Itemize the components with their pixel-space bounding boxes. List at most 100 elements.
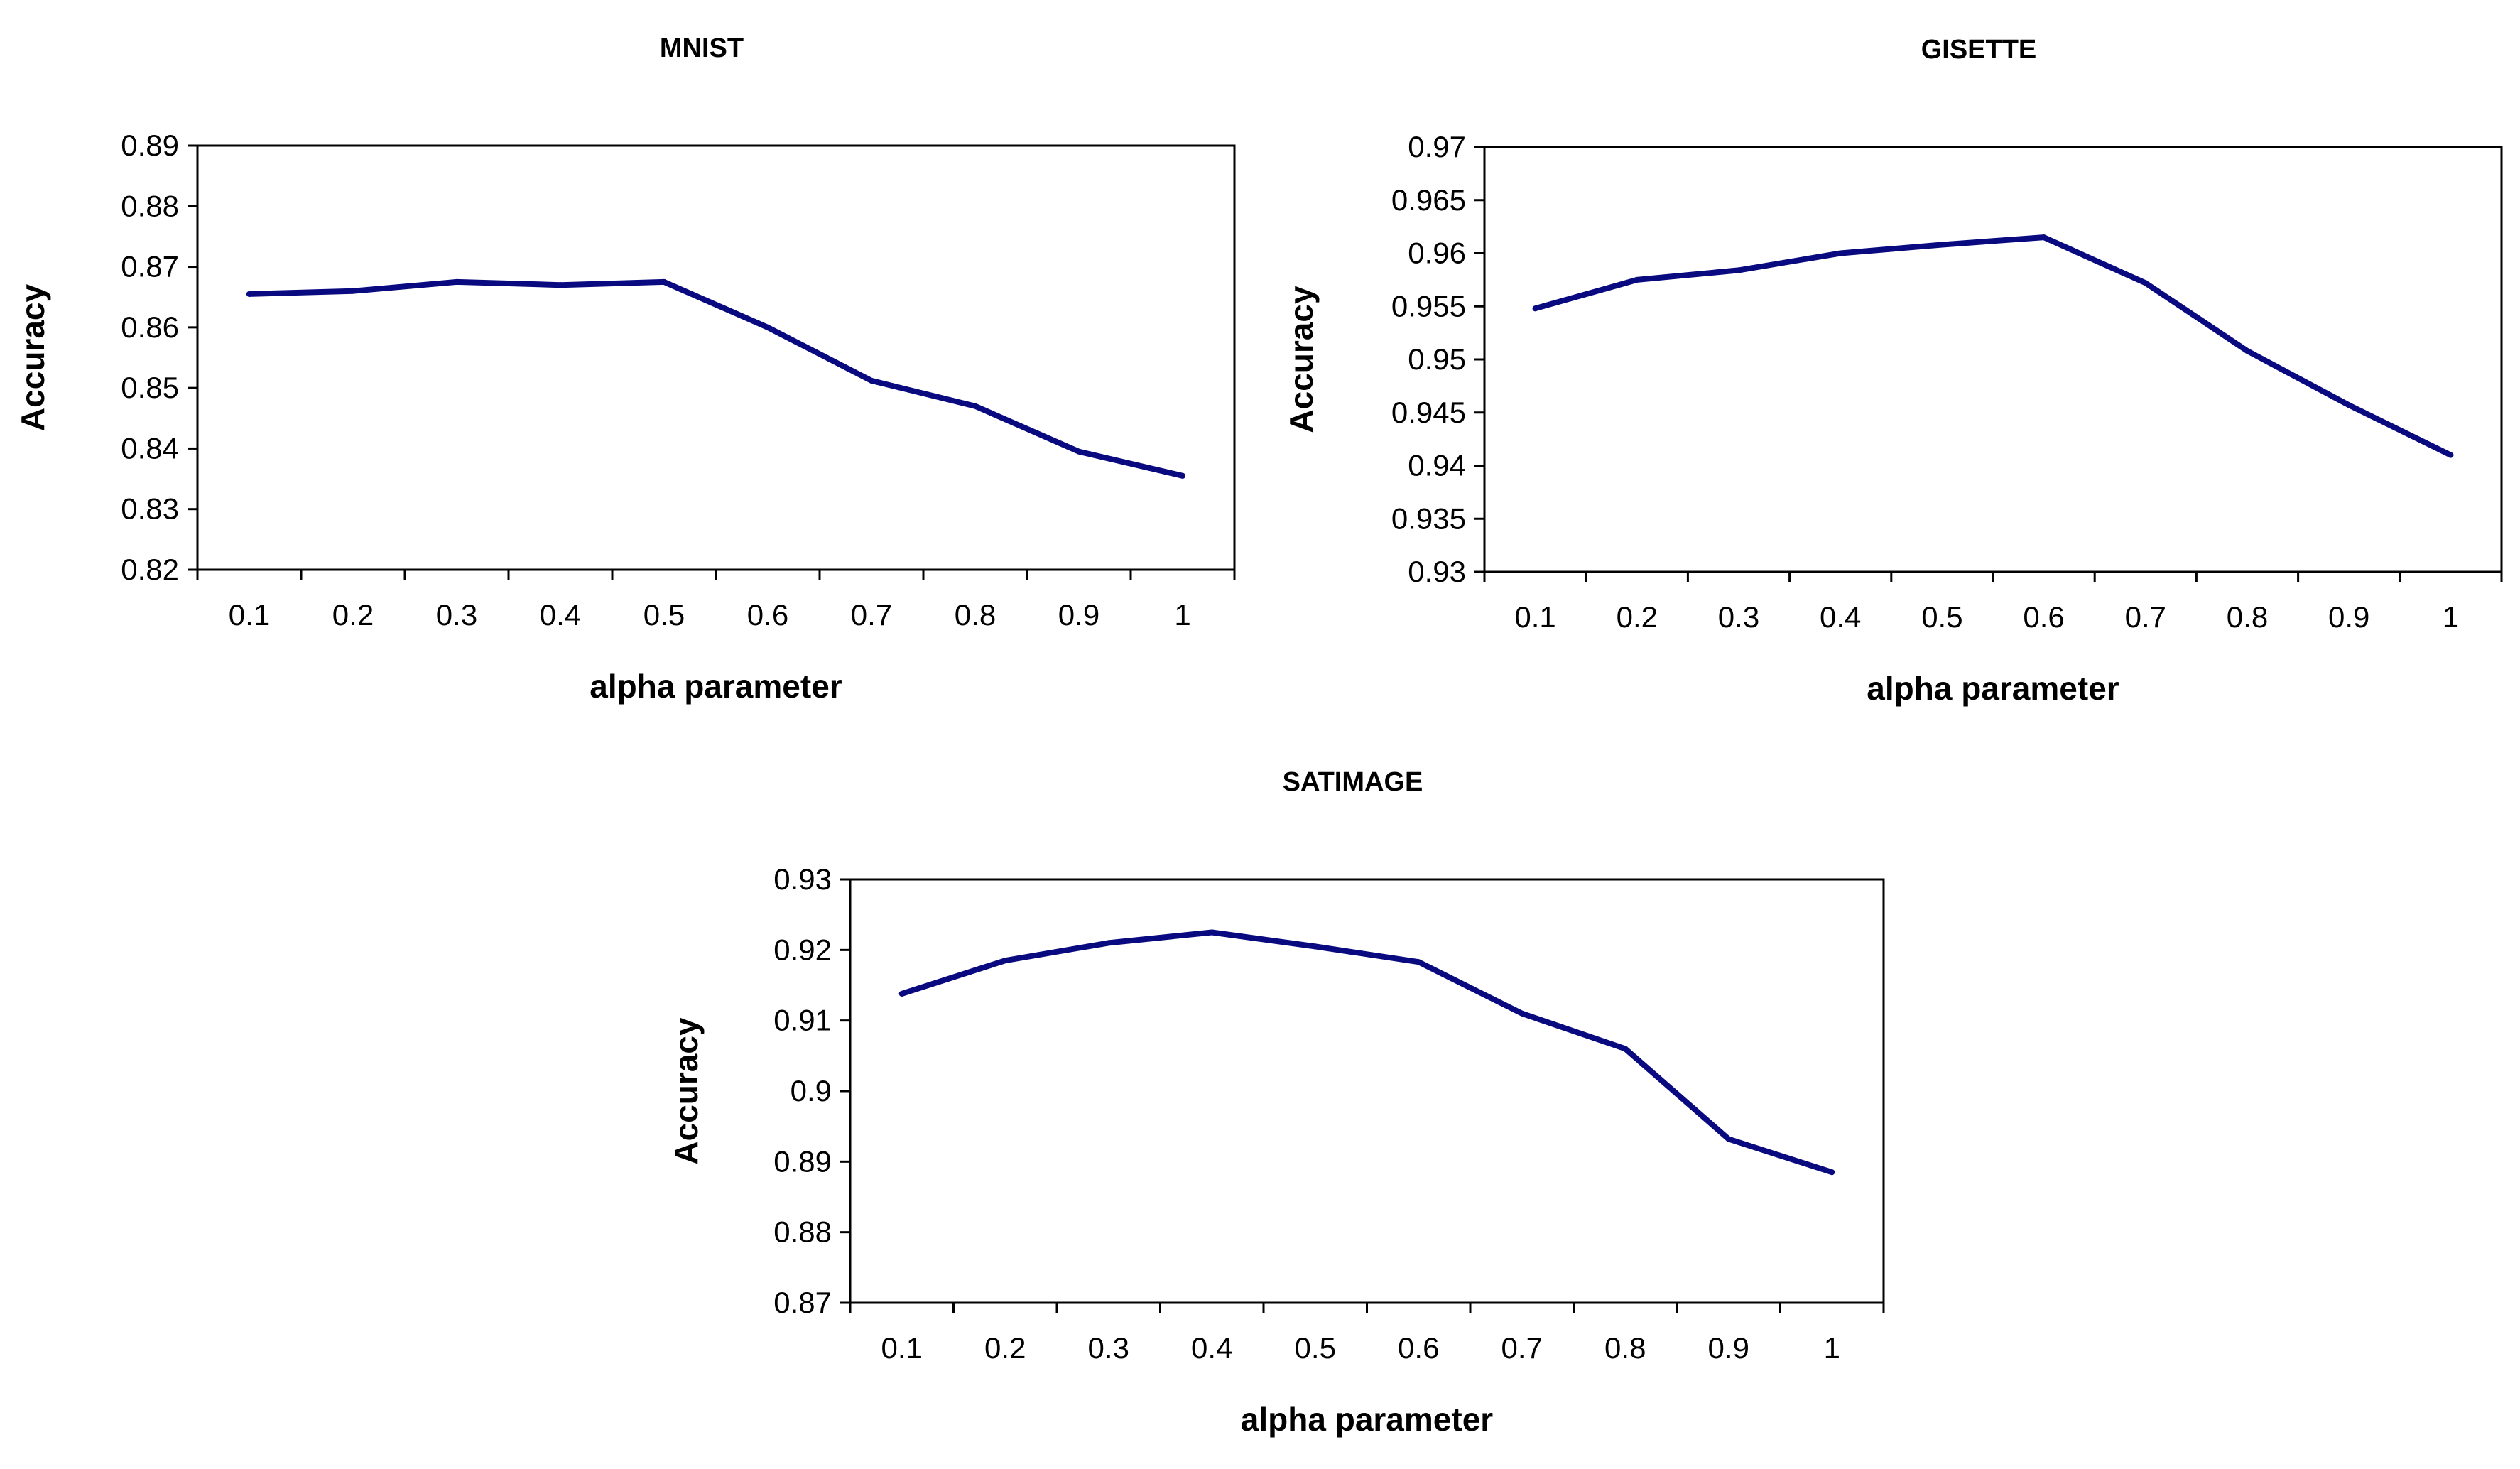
x-tick-label: 0.6 (1398, 1331, 1439, 1365)
data-point (765, 324, 771, 330)
data-point (1939, 242, 1945, 248)
x-tick-label: 0.9 (2328, 600, 2369, 634)
y-tick-label: 0.88 (773, 1215, 832, 1249)
y-tick-label: 0.89 (121, 129, 179, 162)
data-point (869, 377, 874, 384)
chart-title: MNIST (660, 33, 744, 63)
x-tick-label: 0.7 (851, 598, 892, 631)
x-tick-label: 0.1 (1514, 600, 1555, 634)
data-point (972, 403, 978, 409)
y-tick-label: 0.89 (773, 1144, 832, 1178)
x-tick-label: 0.9 (1708, 1331, 1749, 1365)
data-point (1519, 1010, 1525, 1017)
y-tick-label: 0.95 (1408, 342, 1466, 376)
x-tick-label: 0.4 (1191, 1331, 1232, 1365)
data-point (1002, 958, 1009, 964)
x-tick-label: 0.6 (747, 598, 788, 631)
y-tick-label: 0.87 (121, 250, 179, 283)
x-tick-label: 0.7 (2125, 600, 2166, 634)
series-line-accuracy (246, 278, 1185, 479)
y-tick-label: 0.87 (773, 1286, 832, 1319)
x-tick-label: 0.2 (1617, 600, 1658, 634)
y-tick-label: 0.91 (773, 1004, 832, 1037)
y-tick-label: 0.9 (791, 1074, 832, 1107)
x-tick-label: 0.5 (1295, 1331, 1336, 1365)
y-tick-label: 0.83 (121, 492, 179, 526)
x-tick-label: 0.6 (2023, 600, 2064, 634)
data-point (1416, 959, 1422, 965)
x-tick-label: 0.8 (955, 598, 996, 631)
x-tick-label: 0.7 (1501, 1331, 1543, 1365)
y-tick-label: 0.82 (121, 553, 179, 586)
data-point (1076, 448, 1082, 455)
data-point (2041, 234, 2047, 241)
y-tick-label: 0.97 (1408, 130, 1466, 163)
x-tick-label: 0.5 (1921, 600, 1962, 634)
data-point (1829, 1169, 1835, 1176)
data-point (1622, 1046, 1629, 1052)
y-tick-label: 0.93 (773, 862, 832, 896)
y-tick-label: 0.86 (121, 310, 179, 344)
y-tick-label: 0.85 (121, 371, 179, 404)
x-tick-label: 0.1 (229, 598, 270, 631)
y-axis-label: Accuracy (14, 284, 51, 432)
x-axis-label: alpha parameter (1241, 1401, 1493, 1438)
x-tick-label: 0.3 (436, 598, 477, 631)
x-tick-label: 0.1 (881, 1331, 923, 1365)
data-point (1736, 267, 1742, 273)
chart-satimage: SATIMAGE 0.87 0.88 0.89 0.9 0.91 0.92 0.93 0.1 0.… (668, 767, 1885, 1438)
x-tick-label: 0.2 (984, 1331, 1026, 1365)
x-tick-label: 0.8 (1604, 1331, 1646, 1365)
data-point (1837, 250, 1844, 256)
y-tick-label: 0.96 (1408, 237, 1466, 270)
x-tick-label: 0.9 (1058, 598, 1099, 631)
x-tick-label: 1 (2443, 600, 2459, 634)
y-axis-label: Accuracy (1283, 286, 1320, 433)
chart-title: GISETTE (1921, 35, 2037, 65)
plot-area (849, 878, 1885, 1304)
data-point (2448, 452, 2454, 458)
y-tick-label: 0.94 (1408, 449, 1466, 482)
series-line-accuracy (1532, 234, 2454, 458)
data-point (1634, 276, 1640, 283)
x-tick-label: 0.2 (332, 598, 374, 631)
data-point (558, 282, 563, 288)
data-point (2244, 348, 2250, 354)
y-axis-label: Accuracy (668, 1017, 705, 1165)
x-tick-label: 0.4 (1820, 600, 1861, 634)
chart-mnist: MNIST 0.82 0.83 0.84 0.85 0.86 0.87 0.88 0.89 0.1… (14, 33, 1236, 705)
data-point (454, 278, 460, 285)
chart-title: SATIMAGE (1283, 767, 1423, 797)
x-tick-label: 0.4 (540, 598, 581, 631)
y-tick-label: 0.935 (1391, 502, 1466, 535)
data-point (1105, 940, 1112, 946)
data-point (350, 288, 356, 294)
y-tick-label: 0.88 (121, 189, 179, 222)
data-point (898, 990, 905, 997)
y-tick-label: 0.945 (1391, 396, 1466, 429)
data-point (2142, 280, 2149, 286)
y-tick-label: 0.84 (121, 431, 179, 465)
chart-gisette: GISETTE 0.93 0.935 0.94 0.945 0.95 0.955 0.96 0.… (1283, 35, 2503, 707)
plot-area (1483, 146, 2503, 573)
x-tick-label: 0.5 (643, 598, 685, 631)
data-point (661, 278, 667, 285)
x-axis-label: alpha parameter (1867, 670, 2119, 707)
plot-area (196, 144, 1236, 571)
x-tick-label: 1 (1174, 598, 1190, 631)
y-tick-label: 0.965 (1391, 183, 1466, 217)
data-point (2346, 402, 2352, 408)
x-tick-label: 0.3 (1088, 1331, 1129, 1365)
y-tick-label: 0.955 (1391, 289, 1466, 322)
y-tick-label: 0.93 (1408, 555, 1466, 588)
data-point (1532, 305, 1538, 312)
series-line-accuracy (898, 929, 1835, 1176)
y-tick-label: 0.92 (773, 933, 832, 966)
data-point (1312, 943, 1318, 950)
x-axis-label: alpha parameter (590, 668, 842, 705)
data-point (246, 291, 252, 297)
data-point (1725, 1136, 1732, 1142)
x-tick-label: 0.3 (1718, 600, 1759, 634)
data-point (1209, 929, 1215, 936)
